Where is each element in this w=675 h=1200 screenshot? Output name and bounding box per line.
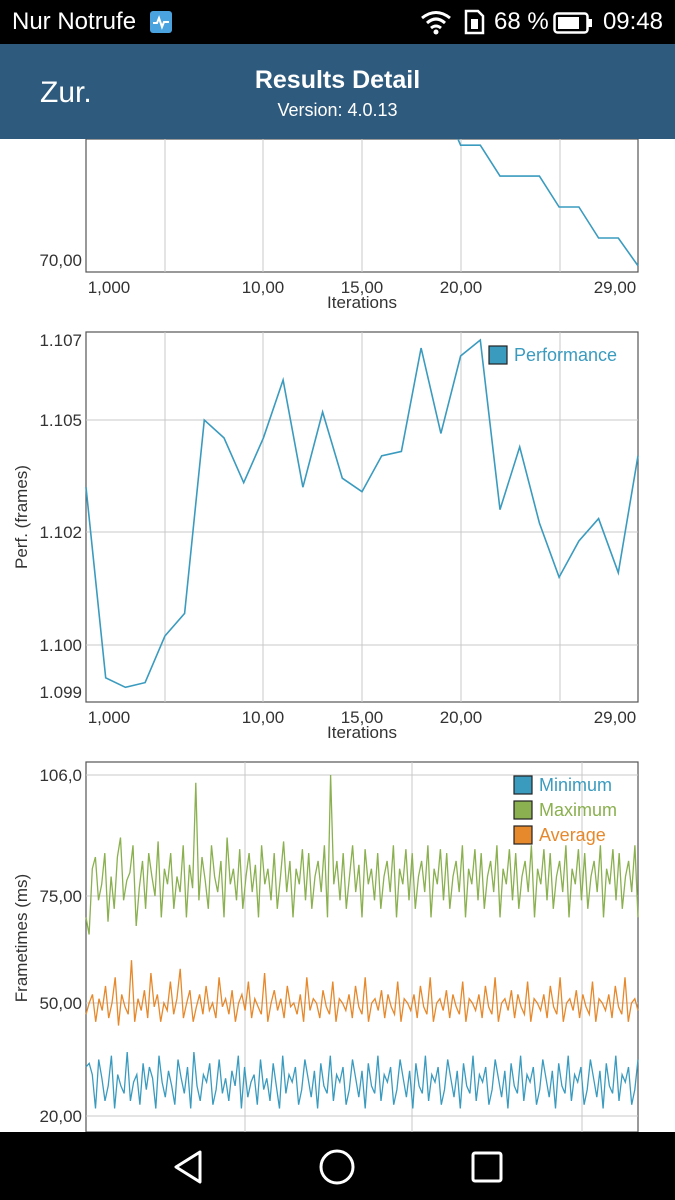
y-axis-label: Perf. (frames): [12, 465, 31, 569]
legend-label-maximum: Maximum: [539, 800, 617, 820]
series-line-performance: [85, 338, 639, 689]
back-triangle-icon[interactable]: [168, 1146, 210, 1188]
x-tick-label: 29,00: [594, 708, 637, 727]
version-label: Version: 4.0.13: [277, 100, 398, 120]
x-tick-label: 1,000: [88, 278, 131, 297]
status-bar: Nur Notrufe 68 % 09:48: [0, 0, 675, 44]
legend-swatch-average: [513, 825, 533, 845]
page-title: Results Detail: [254, 66, 421, 94]
series-line-average: [85, 960, 639, 1026]
x-tick-label: 10,00: [242, 278, 285, 297]
x-tick-label: 20,00: [440, 278, 483, 297]
x-axis-label: Iterations: [327, 293, 397, 312]
y-tick-label: 1.105: [39, 411, 82, 430]
charts-canvas: 70,00 1,000 10,00 15,00 20,00 29,00 Iterations…: [12, 139, 639, 1132]
y-tick-label: 1.107: [39, 331, 82, 350]
x-axis-label: Iterations: [327, 723, 397, 742]
x-tick-label: 10,00: [242, 708, 285, 727]
back-button[interactable]: Zur.: [40, 76, 92, 109]
clock: 09:48: [602, 8, 663, 35]
sim-icon: [462, 9, 486, 40]
x-tick-label: 15,00: [341, 708, 384, 727]
health-icon: [150, 11, 172, 33]
battery-label: 68 %: [494, 8, 549, 35]
series-line-minimum: [85, 1051, 639, 1109]
home-circle-icon[interactable]: [316, 1146, 358, 1188]
x-tick-label: 20,00: [440, 708, 483, 727]
y-tick-label: 75,00: [39, 887, 82, 906]
y-tick-label: 50,00: [39, 994, 82, 1013]
navigation-bar: [0, 1132, 675, 1200]
legend-swatch-minimum: [513, 775, 533, 795]
series-line-maximum: [85, 774, 639, 935]
x-tick-label: 1,000: [88, 708, 131, 727]
carrier-label: Nur Notrufe: [12, 8, 137, 35]
plot-area-2: [85, 761, 639, 1132]
recents-square-icon[interactable]: [466, 1146, 508, 1188]
x-tick-label: 15,00: [341, 278, 384, 297]
legend-swatch-maximum: [513, 800, 533, 820]
legend-swatch-performance: [488, 345, 508, 365]
results-content[interactable]: 70,00 1,000 10,00 15,00 20,00 29,00 Iterations…: [0, 139, 675, 1132]
y-tick-label: 20,00: [39, 1107, 82, 1126]
x-tick-label: 29,00: [594, 278, 637, 297]
battery-icon: [553, 12, 593, 39]
app-header: Zur. Results Detail Version: 4.0.13: [0, 44, 675, 139]
y-axis-label: Frametimes (ms): [12, 874, 31, 1002]
legend-label-minimum: Minimum: [539, 775, 612, 795]
wifi-icon: [420, 9, 452, 40]
legend-label-average: Average: [539, 825, 606, 845]
y-tick-label: 106,0: [39, 766, 82, 785]
y-tick-label: 70,00: [39, 251, 82, 270]
y-tick-label: 1.100: [39, 636, 82, 655]
series-line-0: [457, 139, 639, 267]
y-tick-label: 1.099: [39, 683, 82, 702]
y-tick-label: 1.102: [39, 523, 82, 542]
legend-label-performance: Performance: [514, 345, 617, 365]
